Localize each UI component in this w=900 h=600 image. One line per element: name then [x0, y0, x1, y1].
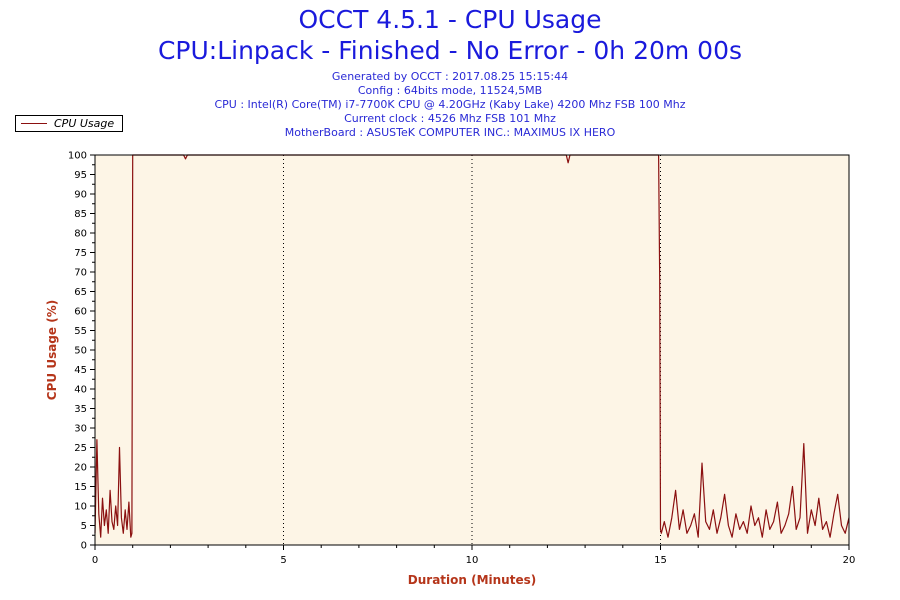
legend: CPU Usage — [15, 115, 123, 132]
chart-title: OCCT 4.5.1 - CPU Usage — [298, 5, 602, 34]
y-tick-label: 40 — [74, 385, 87, 396]
y-tick-label: 65 — [74, 287, 87, 298]
info-config: Config : 64bits mode, 11524,5MB — [357, 84, 543, 97]
y-tick-label: 95 — [74, 170, 87, 181]
chart-subtitle: CPU:Linpack - Finished - No Error - 0h 2… — [157, 36, 743, 65]
y-axis: 0 5 10 15 20 25 30 35 40 45 50 55 60 65 70 75 80 85 90 95 10… — [68, 151, 95, 552]
y-tick-label: 85 — [74, 209, 87, 220]
x-tick-label: 5 — [280, 555, 286, 566]
y-tick-label: 5 — [81, 521, 87, 532]
y-tick-label: 60 — [74, 307, 87, 318]
legend-swatch — [21, 123, 47, 124]
y-tick-label: 50 — [74, 346, 87, 357]
x-axis-title: Duration (Minutes) — [408, 573, 536, 587]
x-tick-label: 20 — [843, 555, 856, 566]
y-tick-label: 15 — [74, 482, 87, 493]
info-cpu: CPU : Intel(R) Core(TM) i7-7700K CPU @ 4… — [214, 98, 686, 111]
y-tick-label: 75 — [74, 248, 87, 259]
cpu-usage-line — [94, 154, 850, 538]
x-tick-label: 15 — [654, 555, 667, 566]
y-tick-label: 70 — [74, 268, 87, 279]
y-tick-label: 20 — [74, 463, 87, 474]
y-tick-label: 35 — [74, 404, 87, 415]
y-axis-title: CPU Usage (%) — [45, 300, 59, 400]
y-tick-label: 0 — [81, 541, 87, 552]
y-tick-label: 55 — [74, 326, 87, 337]
plot-area — [95, 155, 849, 545]
info-clock: Current clock : 4526 Mhz FSB 101 Mhz — [344, 112, 556, 125]
y-tick-label: 10 — [74, 502, 87, 513]
series-group — [94, 154, 850, 538]
y-tick-label: 30 — [74, 424, 87, 435]
x-tick-label: 10 — [466, 555, 479, 566]
info-motherboard: MotherBoard : ASUSTeK COMPUTER INC.: MAX… — [284, 126, 616, 139]
y-tick-label: 45 — [74, 365, 87, 376]
y-tick-label: 25 — [74, 443, 87, 454]
y-tick-label: 100 — [68, 151, 87, 162]
y-tick-label: 80 — [74, 229, 87, 240]
info-generated: Generated by OCCT : 2017.08.25 15:15:44 — [331, 70, 569, 83]
x-tick-label: 0 — [92, 555, 98, 566]
x-axis: 0 5 10 15 20 — [92, 545, 856, 566]
legend-label: CPU Usage — [54, 117, 115, 130]
y-tick-label: 90 — [74, 190, 87, 201]
plot-frame — [94, 154, 850, 546]
